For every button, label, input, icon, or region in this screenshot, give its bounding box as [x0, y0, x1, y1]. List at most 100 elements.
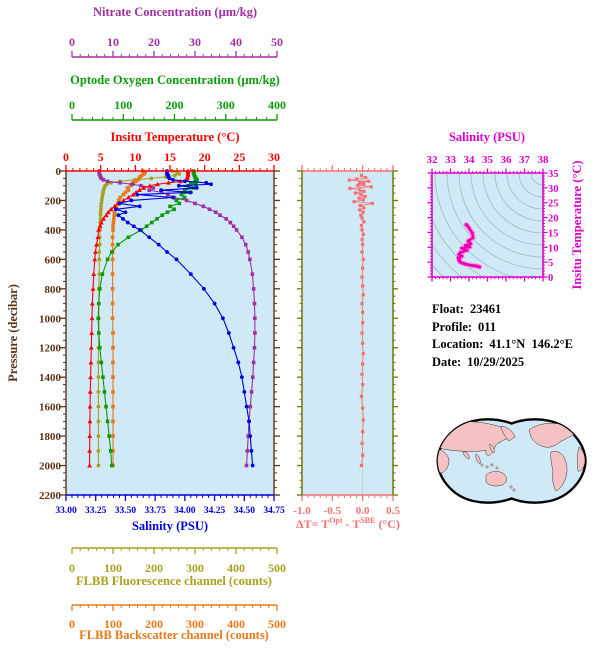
tick-label: 34.00: [174, 506, 196, 516]
series-temperature: [87, 168, 191, 468]
delta-t-points: [347, 173, 374, 468]
tick-label: 38: [538, 154, 550, 166]
landmass: [512, 488, 516, 492]
profile-row: Profile: 011: [432, 320, 573, 335]
landmass: [480, 463, 484, 467]
tick-label: 1400: [39, 372, 62, 384]
delta-t-title-part: - T: [342, 517, 361, 531]
date-value: 10/29/2025: [467, 354, 525, 369]
float-id-row: Float: 23461: [432, 302, 573, 317]
tick-label: 5: [548, 258, 553, 269]
tick-label: 100: [104, 561, 122, 575]
ts-panel: [432, 173, 543, 277]
tick-label: 5: [98, 150, 104, 164]
float-info-panel: Float: 23461 Profile: 011 Location: 41.1°N …: [432, 302, 573, 372]
tick-label: 30: [189, 35, 201, 49]
float-value: 23461: [469, 302, 502, 316]
delta-t-panel: [302, 171, 393, 495]
tick-label: 0: [69, 617, 75, 631]
delta-t-title-part: (°C): [375, 517, 400, 531]
tick-label: 2200: [39, 490, 62, 502]
landmass: [437, 421, 514, 456]
tick-label: 800: [45, 284, 62, 296]
tick-label: 0: [548, 273, 553, 284]
landmass: [462, 450, 470, 460]
tick-label: 200: [45, 195, 62, 207]
tick-label: 200: [145, 561, 163, 575]
oxygen-axis-title: Optode Oxygen Concentration (µm/kg): [70, 73, 280, 87]
tick-label: 100: [114, 98, 132, 112]
tick-label: 35: [548, 169, 559, 180]
tick-label: 400: [227, 617, 245, 631]
landmass: [509, 485, 513, 489]
tick-label: 100: [104, 617, 122, 631]
axis-pressure-left: 0 200 400 600 800 1000 1200 1400 1600 1800 2000 220…: [39, 166, 67, 502]
temperature-axis-title: Insitu Temperature (°C): [110, 130, 240, 144]
tick-label: 33.00: [55, 506, 77, 516]
landmass: [577, 446, 586, 472]
tick-label: 20: [148, 35, 160, 49]
profile-label: Profile:: [432, 319, 473, 334]
date-row: Date: 10/29/2025: [432, 355, 573, 370]
tick-label: 34.75: [263, 506, 285, 516]
tick-label: 1800: [39, 431, 62, 443]
tick-label: 600: [45, 254, 62, 266]
main-plot-frame: 0 5 10 15 20 25 30 33.00 33.25 33.50 33.75 34.00 34.…: [55, 150, 285, 516]
tick-label: 15: [164, 150, 176, 164]
tick-label: -1.0: [293, 505, 311, 517]
landmass: [550, 450, 568, 492]
landmass: [490, 463, 494, 467]
ts-frame: 32 33 34 35 36 37 38 0 5 10 15 20 25 30 35: [427, 154, 559, 284]
tick-label: 34: [464, 154, 476, 166]
location-row: Location: 41.1°N 146.2°E: [432, 337, 573, 352]
landmass: [565, 422, 574, 428]
landmass: [489, 443, 495, 454]
tick-label: 2000: [39, 461, 62, 473]
tick-label: 0: [56, 166, 62, 178]
axis-nitrate-ruler: 0 10 20 30 40 50: [69, 35, 283, 58]
tick-label: 300: [186, 617, 204, 631]
tick-label: 400: [268, 98, 286, 112]
tick-label: 32: [427, 154, 439, 166]
pressure-axis-title: Pressure (decibar): [6, 284, 20, 382]
tick-label: 36: [501, 154, 513, 166]
landmass: [485, 465, 489, 469]
float-label: Float:: [432, 302, 464, 316]
location-value: 41.1°N 146.2°E: [489, 337, 574, 351]
tick-label: 50: [271, 35, 283, 49]
tick-label: 400: [45, 225, 62, 237]
tick-label: 200: [145, 617, 163, 631]
fluorescence-axis-title: FLBB Fluorescence channel (counts): [76, 574, 272, 588]
tick-label: 33.25: [85, 506, 107, 516]
tick-label: 30: [548, 184, 559, 195]
tick-label: 35: [482, 154, 494, 166]
tick-label: 500: [268, 561, 286, 575]
tick-label: 0.5: [386, 505, 400, 517]
series-salinity: [114, 169, 255, 468]
landmass: [500, 425, 516, 442]
map-outline: [436, 418, 587, 504]
ts-salinity-axis-title: Salinity (PSU): [448, 130, 526, 144]
tick-label: 33.50: [115, 506, 137, 516]
delta-t-sup-opt: Opt: [329, 516, 343, 525]
tick-label: 34.25: [204, 506, 226, 516]
tick-label: 1000: [39, 313, 62, 325]
tick-label: 300: [217, 98, 235, 112]
tick-label: 200: [166, 98, 184, 112]
tick-label: 33: [445, 154, 457, 166]
tick-label: 0: [63, 150, 69, 164]
axis-pressure-right: [273, 170, 280, 496]
landmass: [475, 453, 481, 465]
delta-t-axis-title: ΔT= TOpt - TSBE (°C): [296, 516, 400, 531]
delta-t-sup-sbe: SBE: [360, 516, 376, 525]
tick-label: 33.75: [144, 506, 166, 516]
tick-label: 1200: [39, 343, 62, 355]
tick-label: 10: [129, 150, 141, 164]
ts-curve: [455, 222, 483, 270]
axis-oxygen-ruler: 0 100 200 300 400: [69, 98, 286, 121]
tick-label: 30: [268, 150, 280, 164]
tick-label: 400: [227, 561, 245, 575]
profile-value: 011: [478, 319, 497, 334]
